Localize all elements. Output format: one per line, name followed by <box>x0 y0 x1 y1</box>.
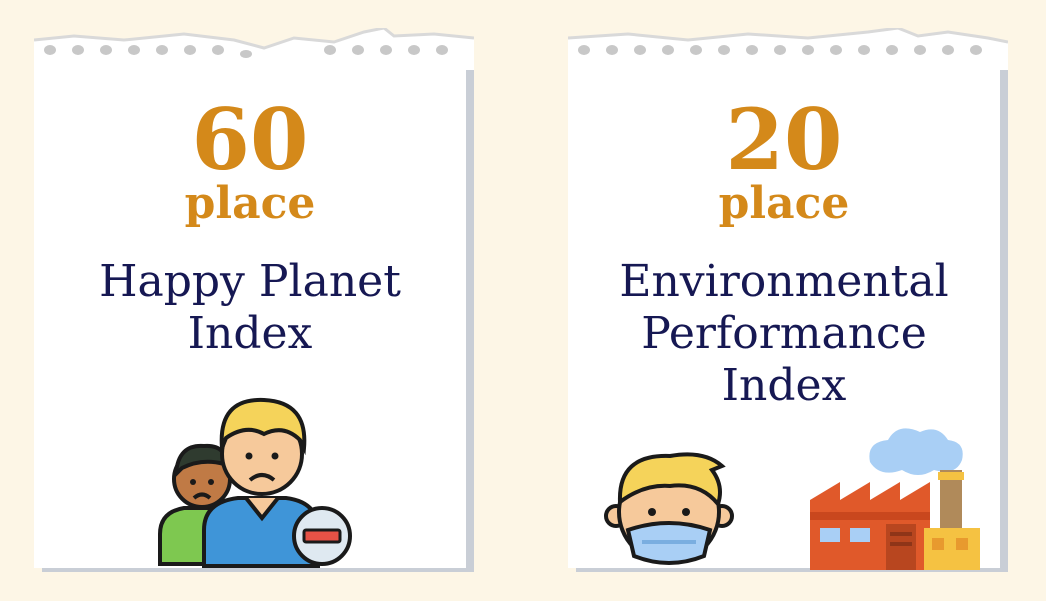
torn-notebook-edge <box>34 28 474 70</box>
rank-number: 20 <box>725 90 843 189</box>
face-mask-icon <box>604 452 734 565</box>
rank-number: 60 <box>191 90 309 189</box>
index-name: Happy Planet Index <box>99 256 401 359</box>
card-environmental-performance: 20 place Environmental Performance Index <box>568 28 1008 572</box>
rank-place-label: place <box>718 178 850 229</box>
torn-notebook-edge <box>568 28 1008 70</box>
sad-people-minus-icon <box>158 397 352 568</box>
card-happy-planet: 60 place Happy Planet Index <box>34 28 474 572</box>
index-name: Environmental Performance Index <box>619 256 949 411</box>
factory-smoke-icon <box>810 428 980 570</box>
rank-place-label: place <box>184 178 316 229</box>
